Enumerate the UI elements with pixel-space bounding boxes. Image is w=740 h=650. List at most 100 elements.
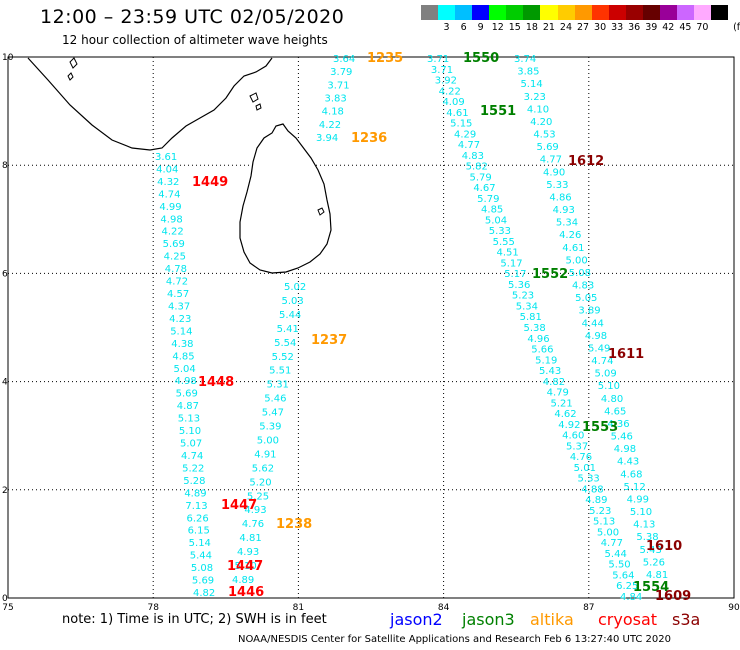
jason3-track-swh-value: 4.83: [462, 151, 484, 162]
pass-number-label: 1446: [228, 585, 264, 600]
west-track-swh-value: 4.37: [168, 301, 190, 312]
jason3-track-swh-value: 5.21: [551, 398, 573, 409]
island-icon: [67, 72, 74, 81]
jason3-track-swh-value: 5.23: [512, 291, 534, 302]
pass-number-label: 1448: [198, 375, 234, 390]
pass-number-label: 1447: [221, 498, 257, 513]
jason3-track-swh-value: 4.92: [558, 420, 580, 431]
pass-number-label: 1552: [532, 267, 568, 282]
legend-swatch: [523, 5, 541, 20]
mid-track-swh-value: 5.51: [269, 366, 291, 377]
legend-label: 42: [662, 22, 675, 33]
jason3-track-swh-value: 5.19: [535, 355, 557, 366]
satellite-legend-jason2: jason2: [390, 610, 443, 629]
east-track-swh-value: 4.99: [627, 494, 649, 505]
west-track-swh-value: 5.14: [189, 538, 211, 549]
credit-line: NOAA/NESDIS Center for Satellite Applica…: [238, 634, 671, 645]
east-track-swh-value: 5.69: [537, 142, 559, 153]
pass-number-label: 1447: [227, 559, 263, 574]
west-track-swh-value: 5.69: [163, 239, 185, 250]
legend-swatch: [540, 5, 558, 20]
legend-swatch: [625, 5, 643, 20]
east-track-swh-value: 4.65: [604, 406, 626, 417]
west-track-swh-value: 5.69: [192, 576, 214, 587]
legend-label: 45: [679, 22, 692, 33]
pass-number-label: 1238: [276, 517, 312, 532]
east-track-swh-value: 4.43: [617, 457, 639, 468]
map-subtitle: 12 hour collection of altimeter wave hei…: [62, 33, 328, 47]
east-track-swh-value: 4.83: [572, 281, 594, 292]
legend-label: 21: [542, 22, 555, 33]
legend-swatch: [421, 5, 439, 20]
east-track-swh-value: 4.68: [620, 469, 642, 480]
y-tick-label: 10: [2, 53, 14, 63]
pass-number-label: 1553: [582, 420, 618, 435]
north-track-swh-value: 3.64: [333, 54, 355, 65]
west-track-swh-value: 4.72: [166, 277, 188, 288]
east-track-swh-value: 5.33: [546, 180, 568, 191]
west-track-swh-value: 5.69: [176, 389, 198, 400]
west-track-swh-value: 5.22: [182, 463, 204, 474]
jason3-track-swh-value: 4.22: [439, 86, 461, 97]
west-track-swh-value: 5.13: [178, 414, 200, 425]
jason3-track-swh-value: 5.04: [485, 215, 507, 226]
pass-number-label: 1235: [367, 51, 403, 66]
mid-track-swh-value: 5.03: [282, 296, 304, 307]
jason3-track-swh-value: 3.92: [435, 76, 457, 87]
east-track-swh-value: 5.46: [611, 432, 633, 443]
jason3-track-swh-value: 5.82: [466, 162, 488, 173]
pass-number-label: 1611: [608, 347, 644, 362]
x-tick-label: 75: [2, 603, 13, 613]
mid-track-swh-value: 5.41: [277, 324, 299, 335]
legend-swatch: [608, 5, 626, 20]
axis-tick-labels: 75 78 81 84 87 90 10 8 6 4 2 0: [2, 53, 740, 613]
pass-number-label: 1609: [655, 589, 691, 604]
east-track-swh-value: 5.10: [598, 381, 620, 392]
east-track-swh-value: 5.08: [569, 268, 591, 279]
map-frame: [7, 56, 735, 599]
east-track-swh-value: 5.26: [643, 557, 665, 568]
jason3-track-swh-value: 4.79: [547, 388, 569, 399]
legend-label: 6: [460, 22, 467, 33]
west-track-swh-value: 4.38: [171, 339, 193, 350]
east-track-swh-value: 4.86: [549, 192, 571, 203]
color-legend-bar: [421, 5, 729, 20]
east-track-swh-value: 4.77: [540, 155, 562, 166]
mid-track-swh-value: 5.54: [274, 338, 296, 349]
legend-swatch: [676, 5, 694, 20]
jason3-track-swh-value: 4.76: [570, 452, 592, 463]
jason3-track-swh-value: 5.17: [500, 258, 522, 269]
west-track-swh-value: 5.08: [191, 563, 213, 574]
jason3-track-swh-value: 4.88: [581, 484, 603, 495]
map-title: 12:00 – 23:59 UTC 02/05/2020: [40, 6, 345, 28]
west-track-swh-value: 4.82: [193, 588, 215, 599]
jason3-track-swh-value: 5.64: [612, 570, 634, 581]
legend-swatch: [591, 5, 609, 20]
jason3-track-swh-value: 3.71: [427, 54, 449, 65]
mid-track-swh-value: 5.00: [257, 435, 279, 446]
west-track-swh-value: 4.85: [172, 351, 194, 362]
west-track-swh-value: 5.44: [190, 551, 212, 562]
legend-unit-label: (ft): [733, 22, 740, 33]
jason3-track-swh-value: 4.84: [620, 592, 642, 603]
west-track-swh-value: 4.78: [165, 264, 187, 275]
sri-lanka-coastline: [239, 123, 332, 274]
west-track-swh-value: 4.04: [156, 164, 178, 175]
jason3-track-swh-value: 5.17: [504, 269, 526, 280]
legend-label: 36: [628, 22, 641, 33]
island-icon: [255, 103, 262, 111]
legend-label: 33: [611, 22, 624, 33]
jason3-track-swh-value: 5.79: [477, 194, 499, 205]
jason3-track-swh-value: 5.50: [608, 560, 630, 571]
mid-track-swh-value: 5.46: [264, 394, 286, 405]
west-track-swh-value: 6.26: [186, 513, 208, 524]
west-track-swh-value: 5.07: [180, 439, 202, 450]
mid-track-swh-value: 5.31: [267, 380, 289, 391]
legend-label: 18: [525, 22, 538, 33]
west-track-swh-value: 4.87: [177, 401, 199, 412]
jason3-track-swh-value: 5.33: [578, 474, 600, 485]
jason3-track-swh-value: 4.77: [601, 538, 623, 549]
y-tick-label: 2: [2, 486, 8, 496]
west-track-swh-value: 5.10: [179, 426, 201, 437]
